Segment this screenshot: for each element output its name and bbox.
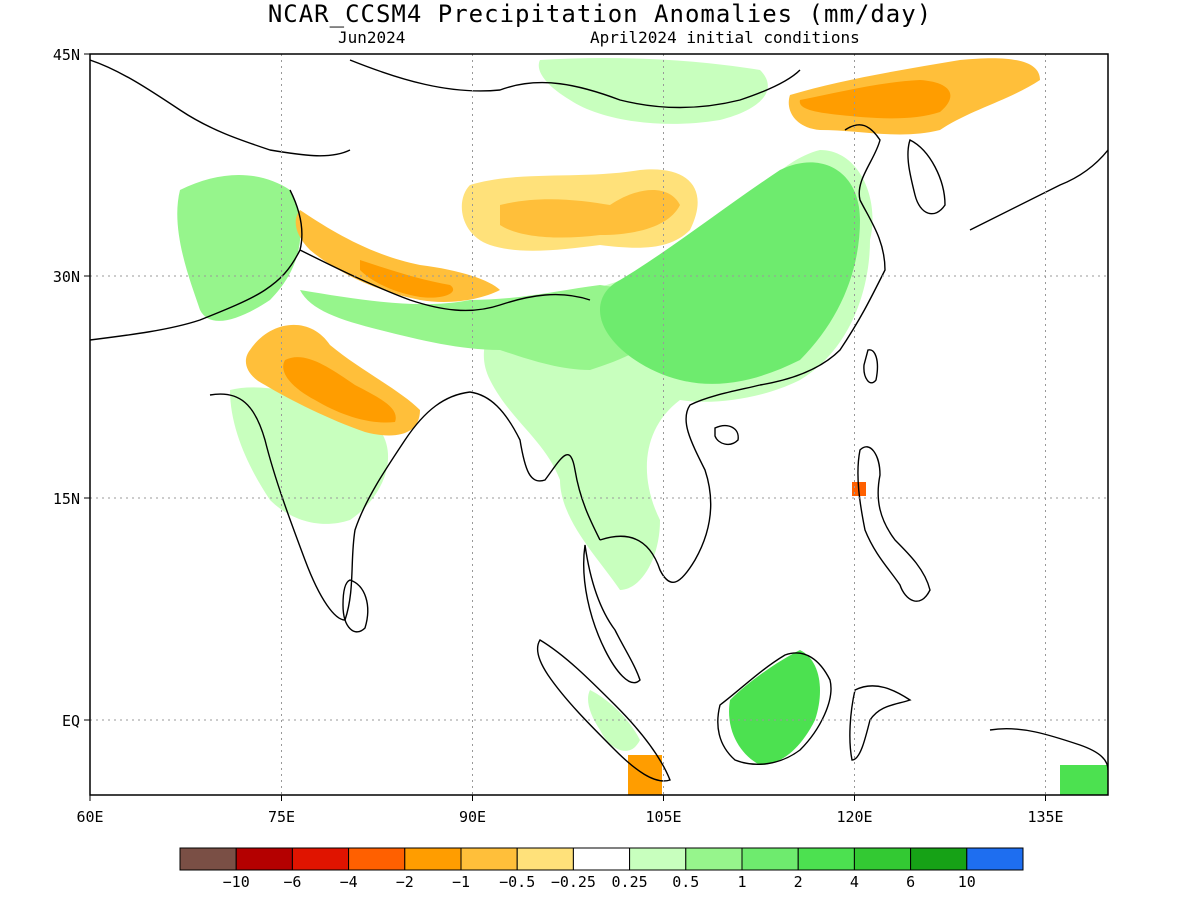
anomaly-north-light <box>538 58 768 124</box>
axis-ticks <box>84 53 1046 801</box>
malay-peninsula <box>583 544 641 684</box>
lon-label-105e: 105E <box>645 808 681 826</box>
map-title: NCAR_CCSM4 Precipitation Anomalies (mm/d… <box>267 0 933 28</box>
colorbar-swatch <box>741 847 799 871</box>
colorbar: −10 −6 −4 −2 −1 −0.5 −0.25 0.25 0.5 1 2 4 6 10 <box>179 847 1024 891</box>
anomaly-tibet-dry-core <box>500 190 680 238</box>
anomaly-field <box>177 58 1108 795</box>
colorbar-swatch <box>853 847 912 871</box>
colorbar-label: −0.5 <box>499 873 535 891</box>
himalaya-border <box>299 249 591 312</box>
central-asia-border <box>90 59 351 157</box>
anomaly-india-dry-core <box>283 357 396 423</box>
lat-label-45n: 45N <box>53 46 80 64</box>
lat-label-30n: 30N <box>53 268 80 286</box>
colorbar-swatch <box>516 847 574 871</box>
anomaly-south-china-green <box>600 162 860 384</box>
lat-label-15n: 15N <box>53 490 80 508</box>
colorbar-swatch <box>572 847 631 871</box>
gridlines <box>90 54 1108 795</box>
colorbar-swatch <box>966 847 1024 871</box>
colorbar-label: 6 <box>906 873 915 891</box>
colorbar-label: 10 <box>958 873 976 891</box>
sri-lanka <box>342 579 369 633</box>
philippines <box>857 446 931 602</box>
colorbar-swatch <box>685 847 743 871</box>
colorbar-label: 0.5 <box>672 873 699 891</box>
colorbar-swatch <box>235 847 293 871</box>
sumatra <box>536 639 671 782</box>
colorbar-swatch <box>910 847 968 871</box>
colorbar-swatch <box>348 847 406 871</box>
colorbar-label: −0.25 <box>551 873 596 891</box>
taiwan <box>863 349 879 384</box>
colorbar-swatch <box>179 847 237 871</box>
colorbar-label: 4 <box>850 873 859 891</box>
hainan <box>714 424 739 446</box>
indochina-coast <box>599 384 761 583</box>
anomaly-nepal-core <box>360 260 454 298</box>
colorbar-label: −6 <box>283 873 301 891</box>
new-guinea <box>989 727 1108 771</box>
bay-of-bengal-east-coast <box>469 391 601 541</box>
lon-label-135e: 135E <box>1027 808 1063 826</box>
colorbar-swatch <box>629 847 687 871</box>
anomaly-pakistan-green <box>177 175 301 321</box>
borneo <box>717 652 832 765</box>
anomaly-new-guinea-green <box>1060 765 1108 795</box>
colorbar-swatch <box>797 847 855 871</box>
china-coast <box>759 124 886 386</box>
colorbar-label: −1 <box>452 873 470 891</box>
colorbar-label: 1 <box>737 873 746 891</box>
colorbar-swatch <box>404 847 462 871</box>
japan <box>969 149 1108 231</box>
init-conditions-label: April2024 initial conditions <box>590 28 860 47</box>
colorbar-label: −2 <box>396 873 414 891</box>
anomaly-borneo-green <box>729 650 820 765</box>
colorbar-label: 0.25 <box>612 873 648 891</box>
colorbar-swatch <box>460 847 518 871</box>
coastlines <box>90 59 1108 782</box>
lat-label-eq: EQ <box>62 712 80 730</box>
anomaly-himalaya-green <box>300 285 670 370</box>
colorbar-label: −10 <box>223 873 250 891</box>
anomaly-ne-china-core <box>799 80 951 119</box>
colorbar-swatch <box>291 847 350 871</box>
lon-label-120e: 120E <box>836 808 872 826</box>
mongolia-border <box>349 59 801 109</box>
colorbar-label: −4 <box>340 873 358 891</box>
anomaly-sumatra-light <box>588 690 640 751</box>
lon-label-90e: 90E <box>459 808 486 826</box>
colorbar-label: 2 <box>794 873 803 891</box>
anomaly-himalaya-dry <box>295 210 500 302</box>
west-borders <box>90 189 303 341</box>
lon-label-75e: 75E <box>268 808 295 826</box>
valid-month-label: Jun2024 <box>338 28 406 47</box>
lon-label-60e: 60E <box>76 808 103 826</box>
map-frame <box>89 53 1109 796</box>
sulawesi <box>849 685 912 761</box>
korea <box>907 139 946 215</box>
